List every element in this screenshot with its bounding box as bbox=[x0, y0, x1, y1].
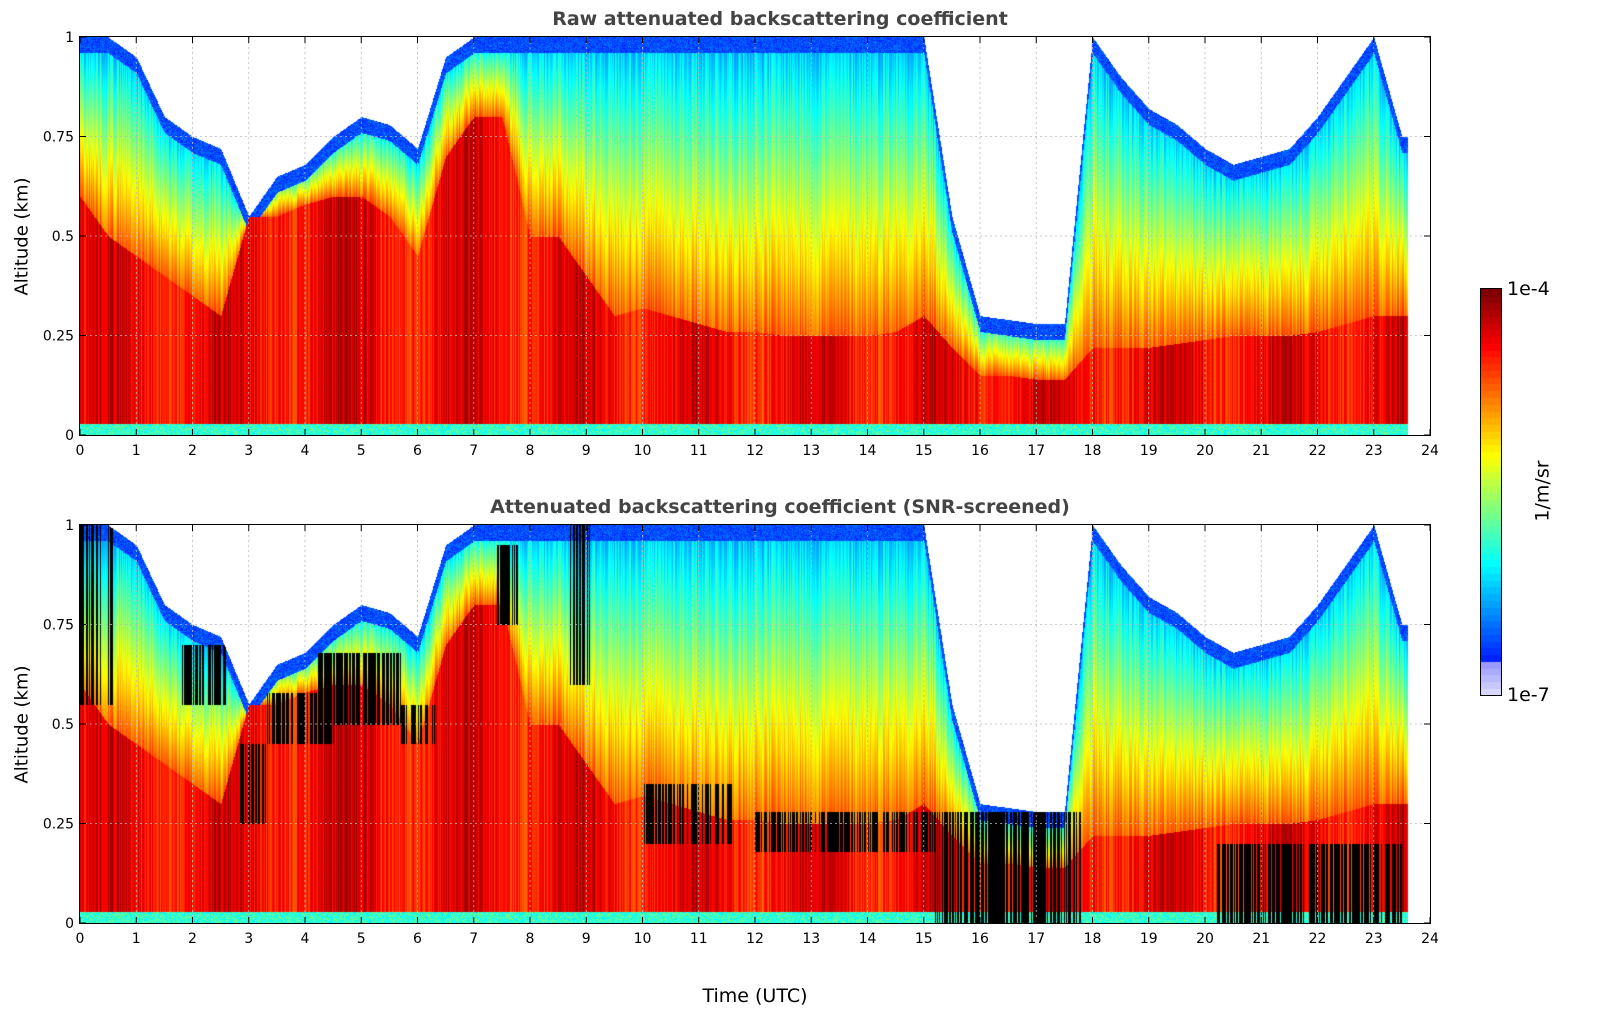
top-y-tick-label: 0.5 bbox=[52, 229, 74, 245]
bottom-x-tick-label: 1 bbox=[132, 931, 141, 947]
top-y-axis-label: Altitude (km) bbox=[11, 177, 33, 296]
top-x-tick-label: 14 bbox=[859, 443, 877, 459]
top-x-tick-label: 19 bbox=[1140, 443, 1158, 459]
bottom-x-tick-label: 21 bbox=[1252, 931, 1270, 947]
colorbar-max-label: 1e-4 bbox=[1507, 278, 1550, 300]
top-y-tick-label: 0.75 bbox=[43, 130, 74, 146]
top-x-tick-label: 5 bbox=[357, 443, 366, 459]
top-x-tick-label: 0 bbox=[76, 443, 85, 459]
bottom-x-tick-label: 22 bbox=[1309, 931, 1327, 947]
top-y-tick-label: 0 bbox=[65, 428, 74, 444]
bottom-x-tick-label: 7 bbox=[469, 931, 478, 947]
top-y-tick-label: 0.25 bbox=[43, 329, 74, 345]
top-x-tick-label: 3 bbox=[244, 443, 253, 459]
bottom-x-tick-label: 11 bbox=[690, 931, 708, 947]
bottom-y-tick-label: 0 bbox=[65, 916, 74, 932]
top-x-tick-label: 24 bbox=[1421, 443, 1439, 459]
top-x-tick-label: 6 bbox=[413, 443, 422, 459]
bottom-x-tick-label: 16 bbox=[971, 931, 989, 947]
bottom-x-tick-label: 3 bbox=[244, 931, 253, 947]
top-x-tick-label: 1 bbox=[132, 443, 141, 459]
bottom-x-tick-label: 15 bbox=[915, 931, 933, 947]
bottom-x-tick-label: 24 bbox=[1421, 931, 1439, 947]
bottom-x-tick-label: 0 bbox=[76, 931, 85, 947]
top-plot-frame bbox=[79, 36, 1431, 436]
top-x-tick-label: 7 bbox=[469, 443, 478, 459]
bottom-y-tick-label: 0.25 bbox=[43, 817, 74, 833]
top-x-tick-label: 16 bbox=[971, 443, 989, 459]
bottom-x-tick-label: 10 bbox=[634, 931, 652, 947]
bottom-x-tick-label: 6 bbox=[413, 931, 422, 947]
top-x-tick-label: 22 bbox=[1309, 443, 1327, 459]
bottom-y-tick-label: 0.5 bbox=[52, 717, 74, 733]
colorbar-unit-label: 1/m/sr bbox=[1531, 460, 1554, 522]
top-x-tick-label: 18 bbox=[1084, 443, 1102, 459]
bottom-plot-frame bbox=[79, 524, 1431, 924]
top-x-tick-label: 17 bbox=[1027, 443, 1045, 459]
bottom-x-tick-label: 12 bbox=[746, 931, 764, 947]
top-x-tick-label: 12 bbox=[746, 443, 764, 459]
colorbar-min-label: 1e-7 bbox=[1507, 684, 1550, 706]
bottom-x-tick-label: 17 bbox=[1027, 931, 1045, 947]
bottom-x-tick-label: 19 bbox=[1140, 931, 1158, 947]
top-x-tick-label: 8 bbox=[526, 443, 535, 459]
bottom-x-tick-label: 9 bbox=[582, 931, 591, 947]
bottom-x-tick-label: 20 bbox=[1196, 931, 1214, 947]
top-x-tick-label: 4 bbox=[301, 443, 310, 459]
bottom-plot-title: Attenuated backscattering coefficient (S… bbox=[490, 496, 1070, 518]
top-x-tick-label: 11 bbox=[690, 443, 708, 459]
top-y-tick-label: 1 bbox=[65, 30, 74, 46]
bottom-x-tick-label: 4 bbox=[301, 931, 310, 947]
bottom-y-tick-label: 0.75 bbox=[43, 618, 74, 634]
bottom-x-tick-label: 2 bbox=[188, 931, 197, 947]
colorbar-gradient bbox=[1481, 289, 1501, 695]
bottom-x-tick-label: 18 bbox=[1084, 931, 1102, 947]
bottom-x-tick-label: 14 bbox=[859, 931, 877, 947]
bottom-x-tick-label: 8 bbox=[526, 931, 535, 947]
colorbar bbox=[1480, 288, 1502, 696]
top-x-tick-label: 21 bbox=[1252, 443, 1270, 459]
top-x-tick-label: 15 bbox=[915, 443, 933, 459]
top-x-tick-label: 13 bbox=[802, 443, 820, 459]
bottom-y-tick-label: 1 bbox=[65, 518, 74, 534]
top-x-tick-label: 23 bbox=[1365, 443, 1383, 459]
top-plot-title: Raw attenuated backscattering coefficien… bbox=[552, 8, 1008, 30]
top-x-tick-label: 10 bbox=[634, 443, 652, 459]
top-x-tick-label: 20 bbox=[1196, 443, 1214, 459]
x-axis-label: Time (UTC) bbox=[702, 985, 808, 1007]
bottom-x-tick-label: 13 bbox=[802, 931, 820, 947]
bottom-x-tick-label: 23 bbox=[1365, 931, 1383, 947]
bottom-y-axis-label: Altitude (km) bbox=[11, 665, 33, 784]
top-x-tick-label: 2 bbox=[188, 443, 197, 459]
top-x-tick-label: 9 bbox=[582, 443, 591, 459]
bottom-x-tick-label: 5 bbox=[357, 931, 366, 947]
